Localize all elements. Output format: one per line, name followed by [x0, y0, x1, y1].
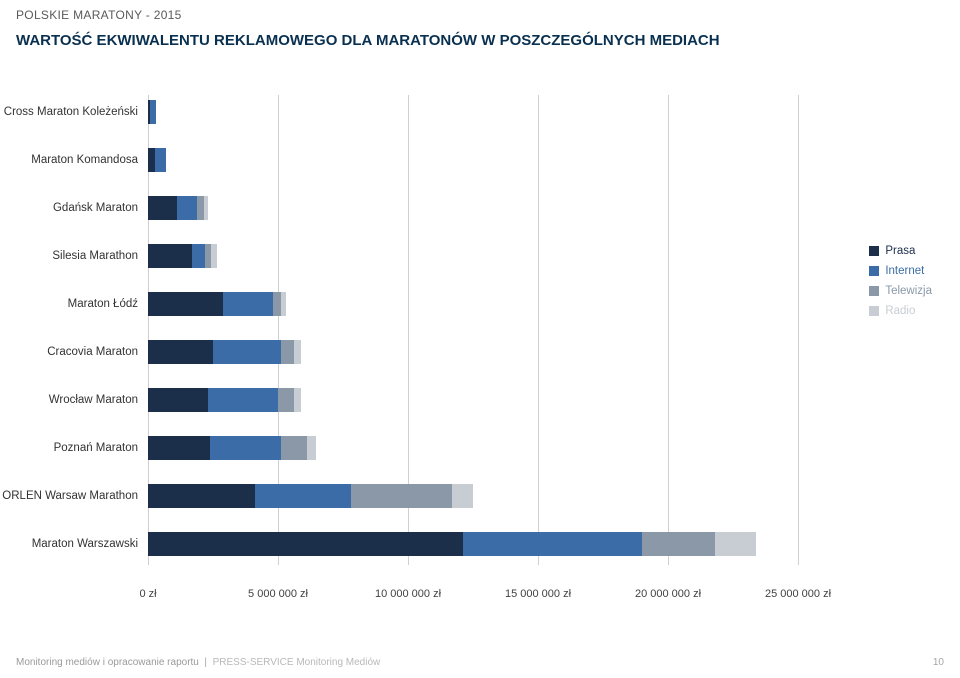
- x-tick-label: 20 000 000 zł: [635, 588, 701, 600]
- gridline: [538, 95, 539, 565]
- bar-segment-internet: [192, 244, 204, 268]
- bar-segment-prasa: [148, 388, 208, 412]
- category-label: Wrocław Maraton: [0, 394, 148, 406]
- bar: [148, 388, 301, 412]
- legend-label: Telewizja: [885, 285, 932, 297]
- x-tick-label: 10 000 000 zł: [375, 588, 441, 600]
- bar-segment-radio: [294, 388, 302, 412]
- bar: [148, 484, 473, 508]
- legend-swatch: [869, 286, 879, 296]
- chart-row: Gdańsk Maraton: [0, 194, 208, 222]
- x-tick-label: 15 000 000 zł: [505, 588, 571, 600]
- legend-swatch: [869, 306, 879, 316]
- legend-swatch: [869, 246, 879, 256]
- x-axis: 0 zł5 000 000 zł10 000 000 zł15 000 000 …: [148, 588, 798, 608]
- bar-segment-telewizja: [351, 484, 452, 508]
- section-label: POLSKIE MARATONY - 2015: [16, 8, 944, 22]
- bar-segment-telewizja: [642, 532, 715, 556]
- chart-row: Maraton Komandosa: [0, 146, 166, 174]
- category-label: ORLEN Warsaw Marathon: [0, 490, 148, 502]
- bar: [148, 436, 316, 460]
- bar-segment-prasa: [148, 436, 210, 460]
- x-tick-label: 5 000 000 zł: [248, 588, 308, 600]
- bar: [148, 100, 156, 124]
- chart-row: Wrocław Maraton: [0, 386, 301, 414]
- bar-segment-telewizja: [281, 340, 294, 364]
- chart-row: ORLEN Warsaw Marathon: [0, 482, 473, 510]
- bar-segment-radio: [281, 292, 286, 316]
- legend-item: Internet: [869, 265, 932, 277]
- category-label: Poznań Maraton: [0, 442, 148, 454]
- bar-segment-telewizja: [273, 292, 281, 316]
- bar-segment-prasa: [148, 244, 192, 268]
- chart-row: Maraton Łódź: [0, 290, 286, 318]
- legend-label: Internet: [885, 265, 924, 277]
- footer: Monitoring mediów i opracowanie raportu …: [16, 657, 944, 668]
- bar-segment-radio: [307, 436, 316, 460]
- bar-segment-prasa: [148, 196, 177, 220]
- bar-segment-internet: [155, 148, 167, 172]
- bar-segment-internet: [150, 100, 156, 124]
- bar-segment-internet: [255, 484, 351, 508]
- category-label: Maraton Komandosa: [0, 154, 148, 166]
- gridline: [798, 95, 799, 565]
- bar-segment-internet: [213, 340, 281, 364]
- bar: [148, 244, 217, 268]
- header: POLSKIE MARATONY - 2015 WARTOŚĆ EKWIWALE…: [0, 0, 960, 53]
- page-title: WARTOŚĆ EKWIWALENTU REKLAMOWEGO DLA MARA…: [16, 32, 944, 49]
- category-label: Gdańsk Maraton: [0, 202, 148, 214]
- page-number: 10: [933, 657, 944, 668]
- bar-segment-prasa: [148, 340, 213, 364]
- legend-item: Telewizja: [869, 285, 932, 297]
- category-label: Cracovia Maraton: [0, 346, 148, 358]
- legend-label: Radio: [885, 305, 915, 317]
- bar-segment-telewizja: [281, 436, 307, 460]
- footer-source: Monitoring mediów i opracowanie raportu …: [16, 657, 380, 668]
- bar-segment-radio: [452, 484, 473, 508]
- bar: [148, 532, 756, 556]
- footer-text-2: PRESS-SERVICE Monitoring Mediów: [213, 657, 381, 668]
- bar-segment-prasa: [148, 292, 223, 316]
- bar-segment-radio: [715, 532, 757, 556]
- bar-segment-prasa: [148, 532, 463, 556]
- bar-segment-internet: [463, 532, 642, 556]
- footer-text-1: Monitoring mediów i opracowanie raportu: [16, 657, 199, 668]
- chart-plot: Cross Maraton KoleżeńskiMaraton Komandos…: [148, 90, 798, 595]
- chart-row: Poznań Maraton: [0, 434, 316, 462]
- legend-label: Prasa: [885, 245, 915, 257]
- bar-segment-internet: [223, 292, 272, 316]
- chart: Cross Maraton Koleżeński Maraton Komandos…: [0, 90, 960, 610]
- chart-row: Cracovia Maraton: [0, 338, 301, 366]
- bar: [148, 340, 301, 364]
- category-label: Maraton Łódź: [0, 298, 148, 310]
- legend-item: Radio: [869, 305, 932, 317]
- bar-segment-radio: [211, 244, 217, 268]
- bar: [148, 148, 166, 172]
- legend-swatch: [869, 266, 879, 276]
- chart-row: Cross Maraton Koleżeński: [0, 98, 156, 126]
- bar-segment-telewizja: [278, 388, 294, 412]
- bar-segment-radio: [294, 340, 302, 364]
- x-tick-label: 25 000 000 zł: [765, 588, 831, 600]
- bar: [148, 292, 286, 316]
- legend: Prasa Internet Telewizja Radio: [869, 245, 932, 325]
- category-label: Maraton Warszawski: [0, 538, 148, 550]
- bar-segment-internet: [177, 196, 198, 220]
- bar-segment-internet: [210, 436, 280, 460]
- gridline: [668, 95, 669, 565]
- x-tick-label: 0 zł: [139, 588, 156, 600]
- chart-row: Silesia Marathon: [0, 242, 217, 270]
- bar-segment-internet: [208, 388, 278, 412]
- chart-row: Maraton Warszawski: [0, 530, 756, 558]
- category-label: Silesia Marathon: [0, 250, 148, 262]
- bar-segment-radio: [204, 196, 208, 220]
- legend-item: Prasa: [869, 245, 932, 257]
- bar: [148, 196, 208, 220]
- category-label: Cross Maraton Koleżeński: [0, 106, 148, 118]
- bar-segment-prasa: [148, 484, 255, 508]
